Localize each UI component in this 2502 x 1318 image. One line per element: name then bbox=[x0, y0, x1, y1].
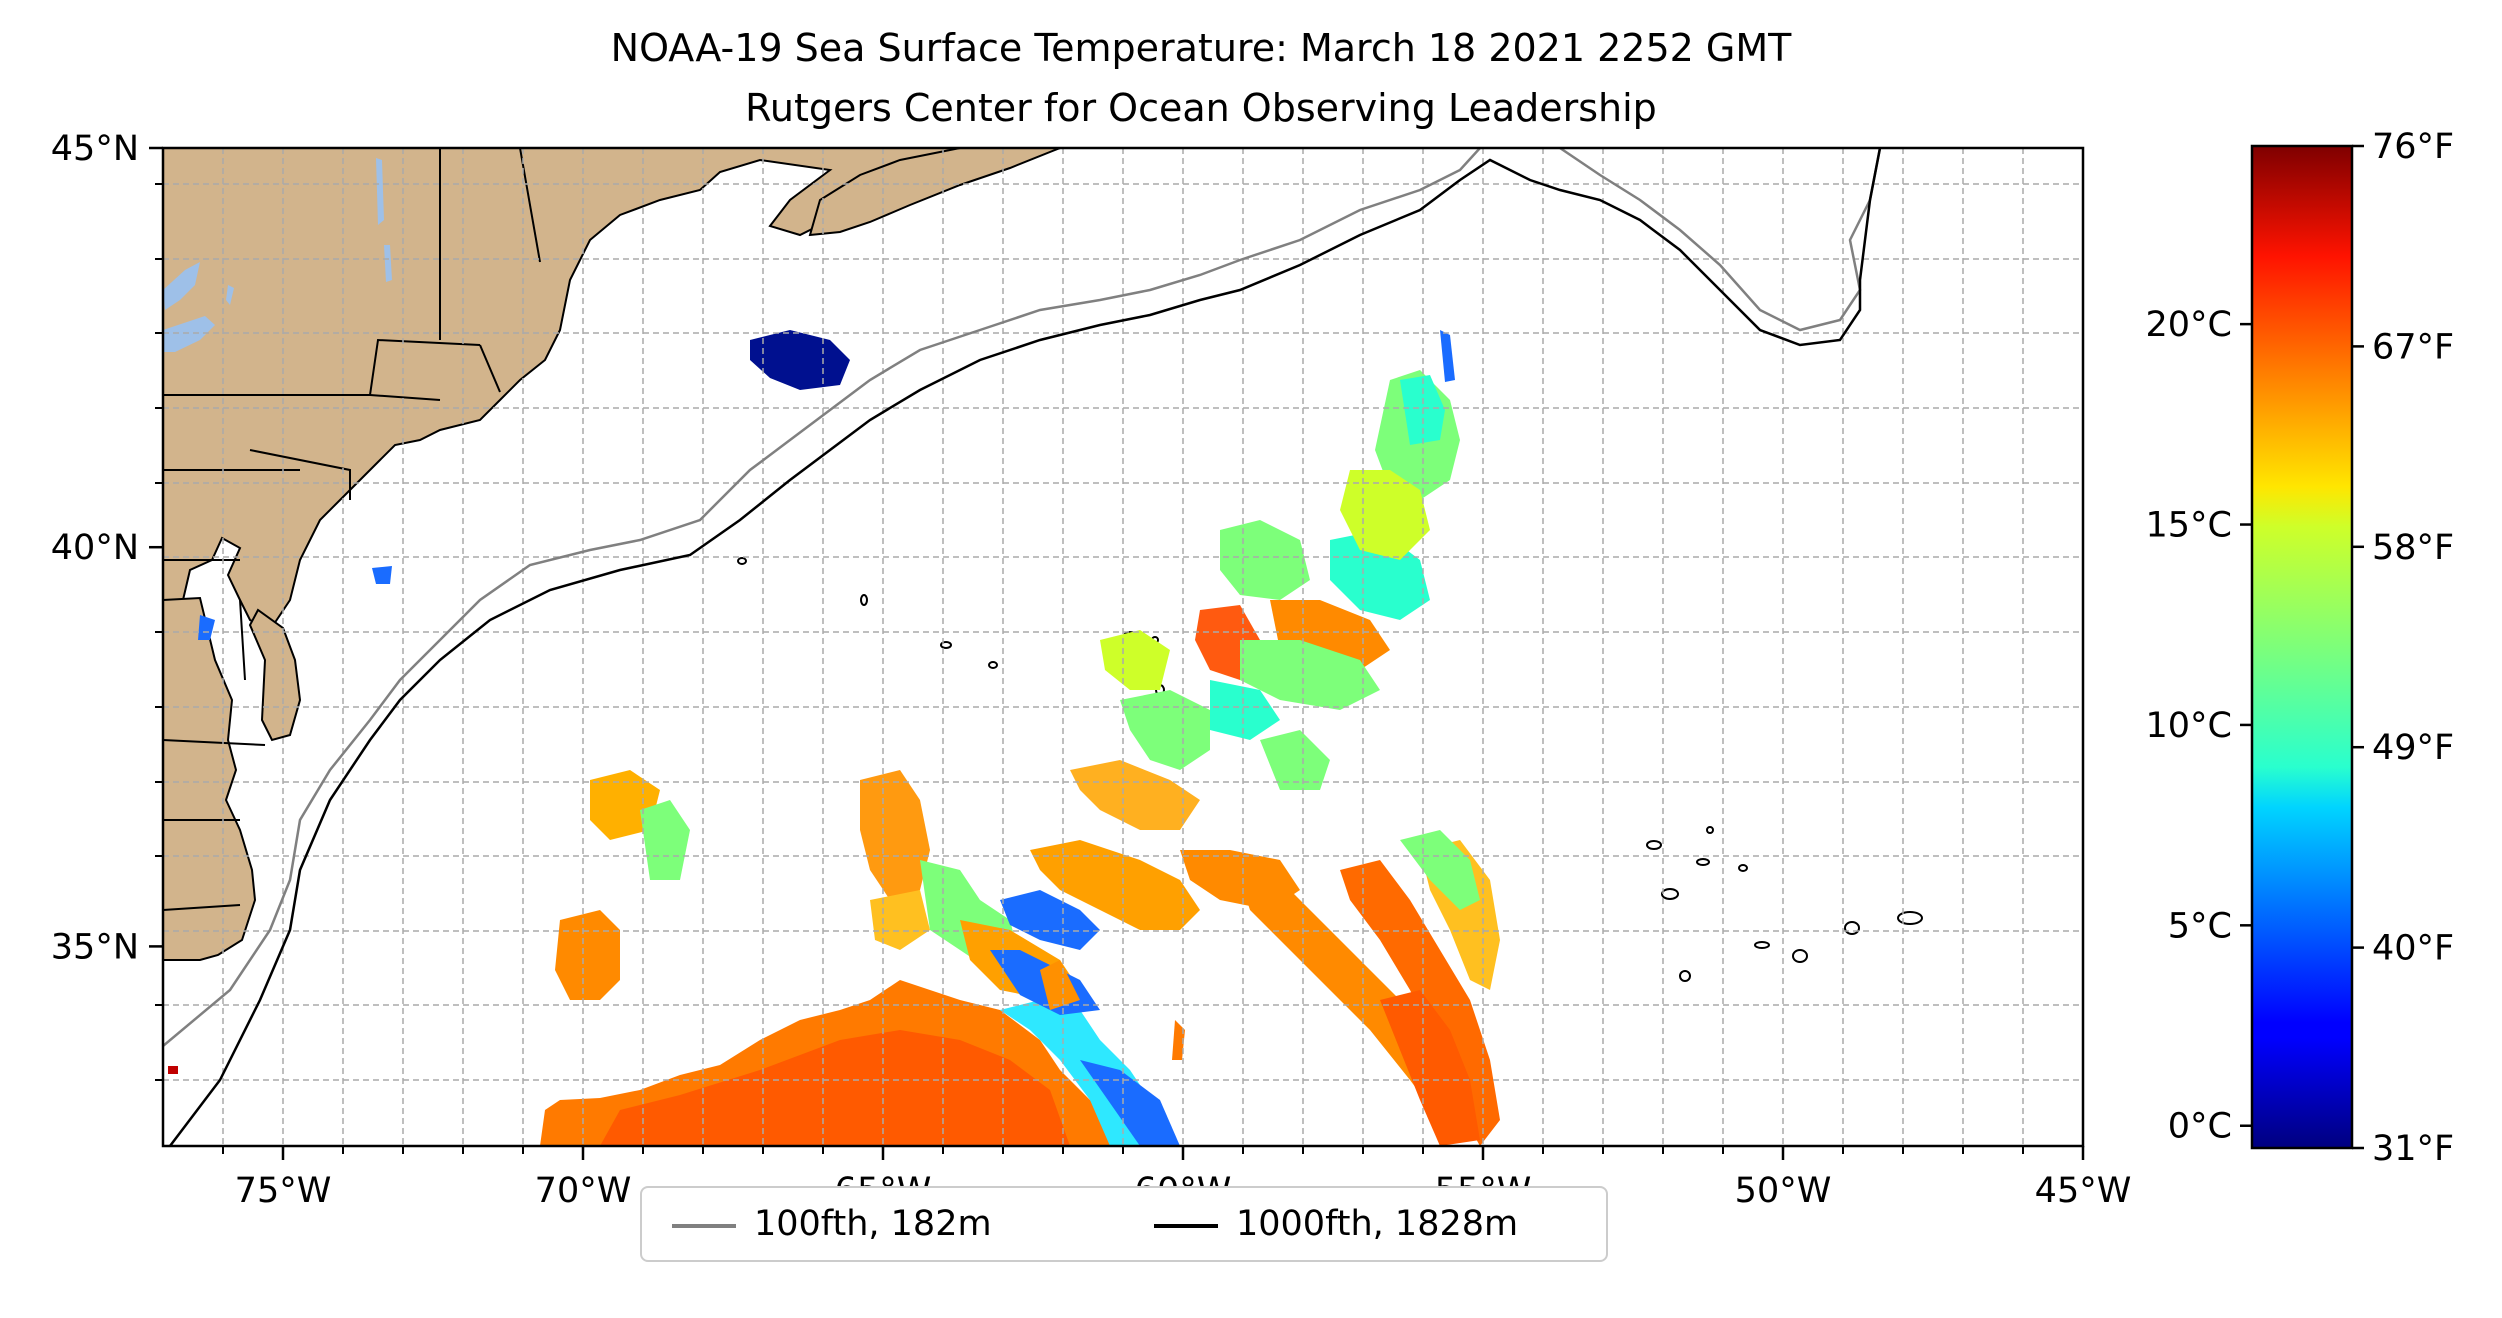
legend-label-100fth: 100fth, 182m bbox=[754, 1204, 992, 1244]
celsius-tick-label: 15°C bbox=[2146, 506, 2232, 546]
minor-ticks bbox=[155, 183, 2024, 1154]
contour-100fth bbox=[163, 148, 1882, 1047]
fahrenheit-tick-label: 76°F bbox=[2372, 127, 2454, 167]
fahrenheit-tick-label: 58°F bbox=[2372, 528, 2454, 568]
sst-data bbox=[168, 330, 1500, 1146]
colorbar bbox=[2250, 144, 2354, 1150]
legend-swatch-100fth bbox=[672, 1224, 736, 1228]
lon-tick-label: 75°W bbox=[235, 1171, 332, 1211]
fahrenheit-tick-label: 31°F bbox=[2372, 1129, 2454, 1169]
lat-tick-label: 35°N bbox=[51, 927, 139, 967]
lon-tick-label: 50°W bbox=[1735, 1171, 1832, 1211]
gridlines bbox=[163, 148, 2083, 1146]
legend-swatch-1000fth bbox=[1154, 1224, 1218, 1228]
contour-1000fth bbox=[169, 148, 1882, 1146]
lat-tick-label: 45°N bbox=[51, 129, 139, 169]
latitude-ticks: 35°N 40°N 45°N bbox=[51, 129, 163, 967]
fahrenheit-tick-label: 40°F bbox=[2372, 929, 2454, 969]
canada-land bbox=[808, 148, 1061, 237]
lon-tick-label: 45°W bbox=[2035, 1171, 2132, 1211]
lakes bbox=[163, 158, 392, 352]
fahrenheit-tick-label: 67°F bbox=[2372, 327, 2454, 367]
celsius-tick-label: 5°C bbox=[2168, 906, 2232, 946]
legend: 100fth, 182m 1000fth, 1828m bbox=[640, 1186, 1608, 1262]
state-borders bbox=[163, 148, 541, 911]
lon-tick-label: 70°W bbox=[535, 1171, 632, 1211]
legend-label-1000fth: 1000fth, 1828m bbox=[1236, 1204, 1519, 1244]
map-title: NOAA-19 Sea Surface Temperature: March 1… bbox=[610, 26, 1792, 70]
celsius-tick-label: 0°C bbox=[2168, 1107, 2232, 1147]
celsius-tick-label: 10°C bbox=[2146, 706, 2232, 746]
colorbar-celsius-ticks: 0°C 5°C 10°C 15°C 20°C bbox=[2146, 305, 2252, 1147]
colorbar-fahrenheit-ticks: 31°F 40°F 49°F 58°F 67°F 76°F bbox=[2352, 127, 2454, 1169]
lat-tick-label: 40°N bbox=[51, 528, 139, 568]
map-subtitle: Rutgers Center for Ocean Observing Leade… bbox=[745, 86, 1657, 130]
celsius-tick-label: 20°C bbox=[2146, 305, 2232, 345]
fahrenheit-tick-label: 49°F bbox=[2372, 728, 2454, 768]
